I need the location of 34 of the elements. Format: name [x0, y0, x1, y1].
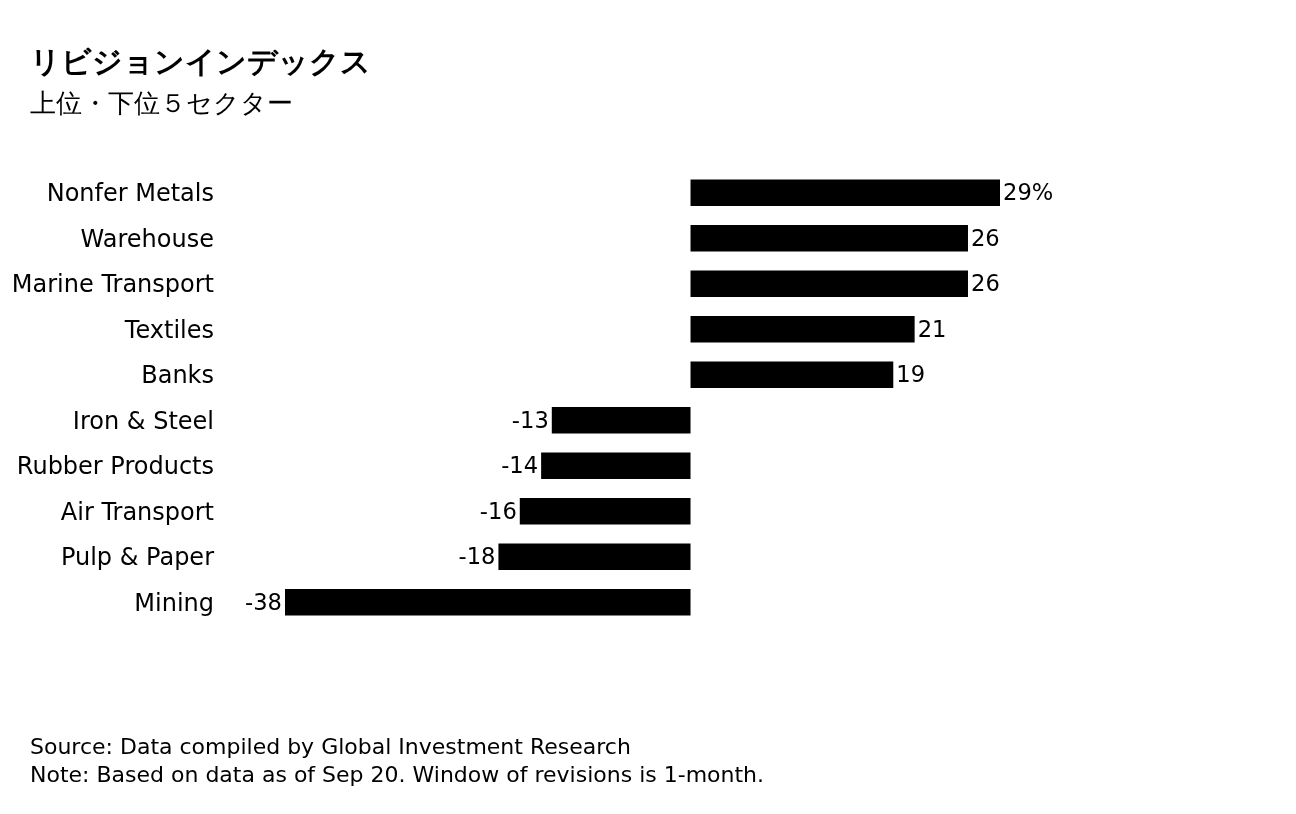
bar [551, 407, 691, 434]
source-note: Source: Data compiled by Global Investment Research [30, 734, 631, 759]
y-tick-label: Rubber Products [16, 452, 214, 481]
y-tick-label: Banks [141, 361, 214, 390]
data-label: 19 [896, 361, 926, 388]
data-label: 21 [917, 315, 947, 342]
data-label: 29% [1003, 179, 1054, 206]
chart-title: リビジョンインデックス [30, 44, 371, 79]
data-label: -14 [501, 452, 539, 479]
y-tick-label: Marine Transport [11, 270, 214, 299]
bar [690, 316, 915, 343]
data-label: -16 [479, 497, 517, 524]
y-tick-label: Iron & Steel [72, 406, 214, 435]
data-label: -38 [245, 588, 282, 615]
y-tick-label: Pulp & Paper [60, 543, 215, 572]
chart-subtitle: 上位・下位５セクター [30, 88, 293, 118]
bar [690, 270, 968, 297]
y-tick-label: Air Transport [60, 497, 214, 526]
y-tick-label: Textiles [123, 315, 214, 344]
y-tick-label: Mining [134, 588, 214, 617]
data-label: 26 [970, 270, 1000, 297]
bar [498, 543, 691, 570]
text: Note: Based on data as of Sep 20. Window of revisions is 1-month. [30, 762, 765, 787]
bar [690, 361, 894, 388]
data-label: -13 [511, 406, 549, 433]
y-tick-label: Warehouse [80, 224, 214, 253]
y-tick-label: Nonfer Metals [46, 179, 214, 208]
data-label: -18 [458, 543, 496, 570]
bar [690, 225, 968, 252]
data-label: 26 [970, 224, 1000, 251]
bar [285, 589, 691, 616]
bar [519, 498, 691, 525]
bar [690, 179, 1000, 206]
bar [541, 452, 691, 479]
